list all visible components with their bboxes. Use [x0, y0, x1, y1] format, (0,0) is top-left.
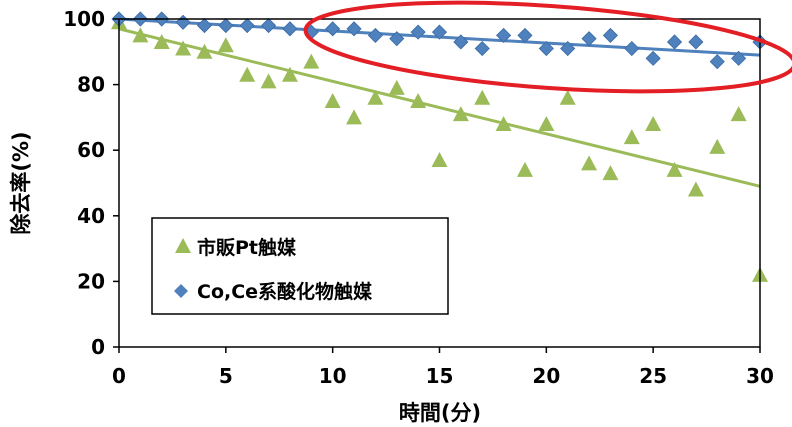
legend-marker-pt — [175, 238, 191, 253]
data-point — [624, 40, 640, 57]
data-point — [389, 31, 405, 47]
legend-box — [151, 217, 449, 315]
data-point — [367, 89, 384, 105]
highlight-ellipse — [303, 0, 792, 94]
x-tick-label: 25 — [639, 364, 667, 388]
x-tick-label: 30 — [746, 364, 774, 388]
x-tick-label: 15 — [426, 364, 454, 388]
data-point — [346, 109, 363, 125]
data-point — [324, 93, 341, 108]
series-pt — [111, 14, 768, 282]
data-point — [602, 27, 618, 43]
x-tick-label: 20 — [532, 364, 560, 388]
data-point — [303, 53, 320, 69]
x-axis-title: 時間(分) — [399, 401, 481, 425]
series-coce — [111, 11, 768, 70]
legend: 市販Pt触媒 Co,Ce系酸化物触媒 — [151, 217, 449, 315]
y-tick-label: 100 — [63, 7, 105, 31]
data-point — [452, 106, 469, 122]
data-point — [239, 66, 256, 82]
data-point — [239, 17, 255, 34]
data-point — [453, 34, 469, 50]
data-point — [431, 24, 448, 40]
data-point — [559, 89, 576, 105]
data-point — [410, 93, 427, 108]
legend-marker-coce — [174, 284, 188, 298]
data-point — [538, 115, 555, 131]
data-point — [282, 21, 298, 37]
data-point — [517, 27, 533, 43]
data-point — [581, 155, 598, 171]
x-tick-label: 10 — [319, 364, 347, 388]
data-point — [218, 17, 234, 34]
data-point — [645, 50, 661, 66]
data-point — [261, 17, 277, 34]
data-point — [431, 152, 448, 168]
x-tick-label: 0 — [112, 364, 126, 388]
data-point — [666, 161, 683, 177]
data-point — [687, 181, 704, 197]
data-point — [217, 37, 234, 53]
data-point — [367, 27, 383, 43]
data-point — [731, 50, 747, 66]
y-tick-label: 80 — [77, 73, 105, 97]
data-point — [560, 40, 576, 57]
data-point — [709, 138, 726, 154]
y-tick-label: 0 — [91, 335, 105, 359]
data-point — [496, 27, 512, 43]
data-point — [474, 40, 490, 57]
data-point — [260, 73, 277, 89]
legend-label-pt: 市販Pt触媒 — [197, 236, 297, 259]
y-tick-label: 20 — [77, 269, 105, 293]
data-point — [132, 27, 149, 43]
trendline — [118, 27, 761, 188]
data-point — [730, 106, 747, 122]
data-point — [196, 43, 213, 59]
data-point — [325, 21, 341, 37]
data-point — [196, 17, 213, 34]
data-point — [666, 34, 683, 50]
data-point — [602, 165, 619, 181]
y-axis-title: 除去率(%) — [9, 131, 33, 234]
data-point — [281, 66, 298, 82]
data-point — [495, 115, 512, 131]
data-point — [410, 24, 426, 40]
y-tick-label: 60 — [77, 138, 105, 162]
data-point — [688, 34, 704, 50]
data-point — [474, 89, 491, 105]
data-point — [346, 21, 362, 37]
data-point — [623, 129, 640, 145]
y-tick-label: 40 — [77, 204, 105, 228]
data-point — [516, 161, 533, 177]
data-point — [709, 54, 725, 70]
x-tick-label: 5 — [219, 364, 233, 388]
axes: 0 20 40 60 80 100 0 5 10 15 20 25 30 — [63, 7, 774, 388]
data-point — [175, 14, 191, 30]
plot-area — [111, 11, 768, 282]
data-point — [388, 79, 405, 95]
data-point — [153, 33, 170, 49]
data-point — [538, 40, 554, 57]
data-point — [645, 115, 662, 131]
legend-label-coce: Co,Ce系酸化物触媒 — [197, 280, 373, 303]
data-point — [175, 40, 192, 56]
highlight-annotation — [303, 0, 792, 94]
data-point — [581, 31, 597, 47]
